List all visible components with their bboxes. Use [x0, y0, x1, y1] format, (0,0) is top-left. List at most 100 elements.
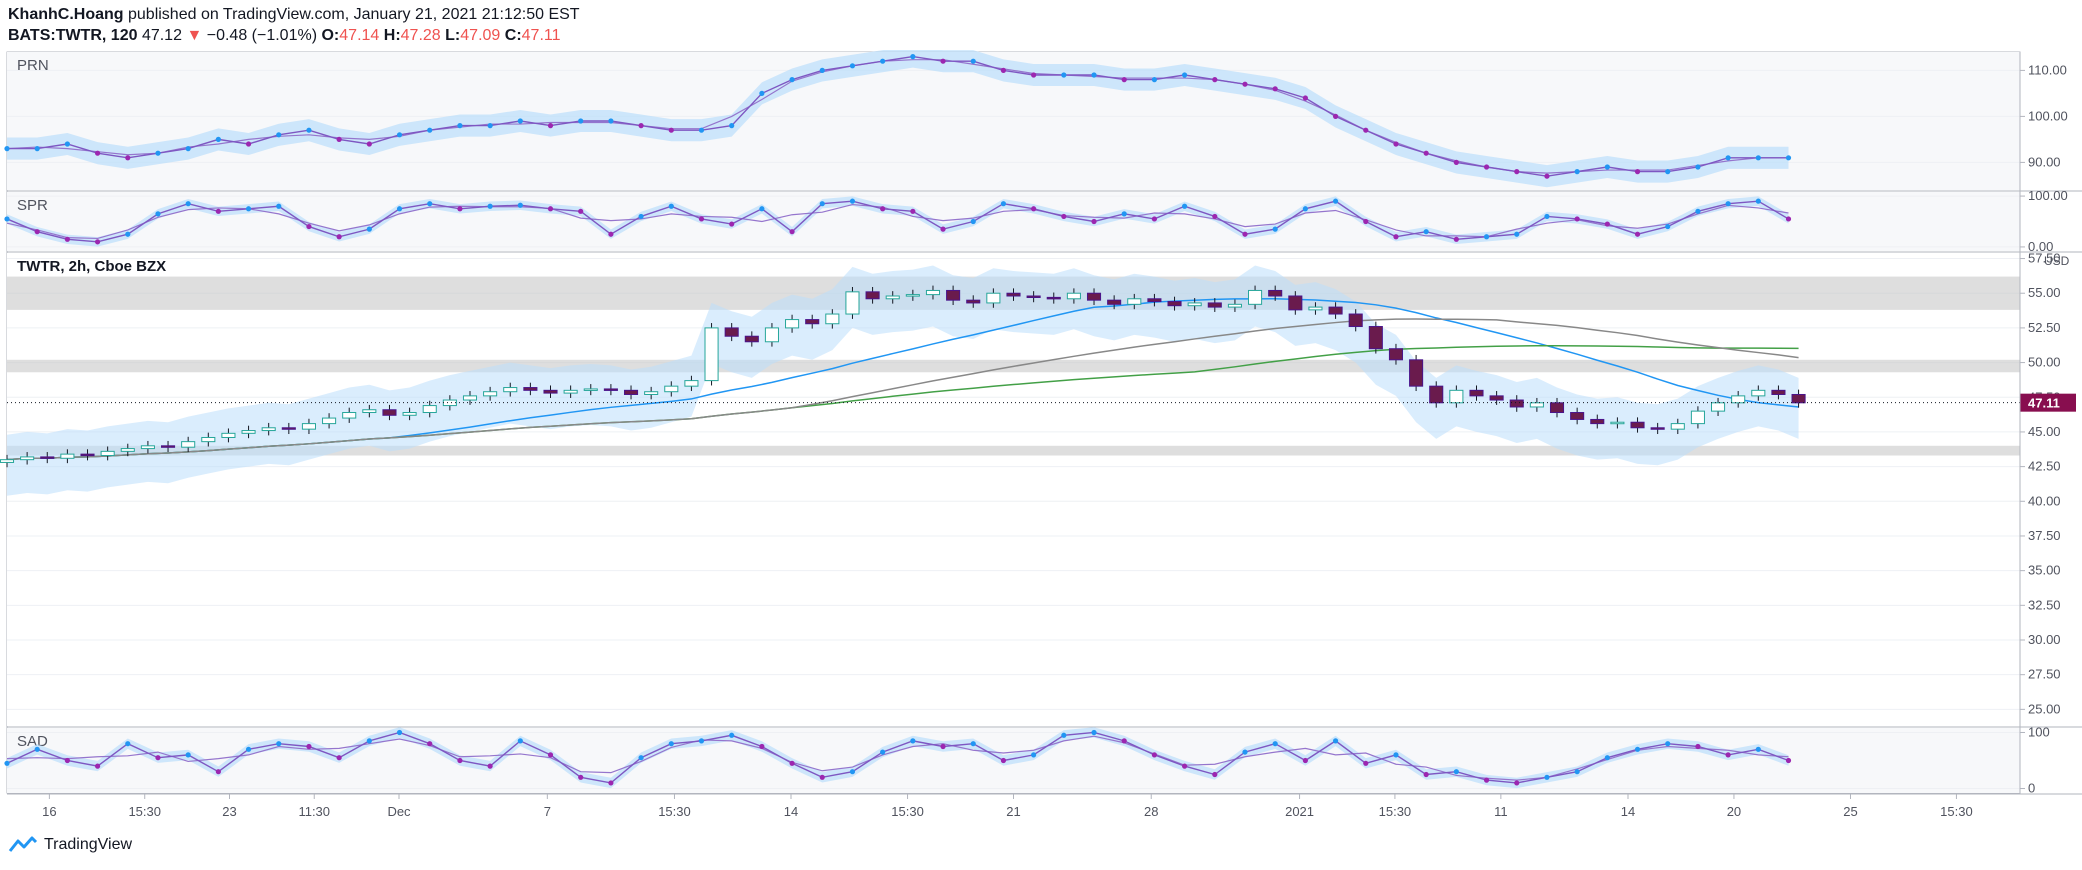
data-point — [789, 760, 795, 766]
candle-body — [462, 395, 478, 401]
data-point — [729, 732, 735, 738]
data-point — [698, 127, 705, 133]
data-point — [1755, 198, 1761, 204]
candle-body — [1268, 289, 1283, 297]
candle-body — [583, 388, 598, 391]
x-tick-label: 14 — [1621, 804, 1635, 819]
data-point — [336, 755, 342, 761]
data-point — [638, 755, 644, 761]
last-price-tag — [2020, 393, 2076, 412]
y-tick-label: 110.00 — [2028, 62, 2067, 77]
data-point — [1302, 206, 1308, 212]
data-point — [245, 746, 252, 752]
candle-body — [241, 430, 256, 434]
candle-body — [966, 299, 981, 304]
candle-body — [342, 412, 357, 419]
data-point — [1212, 771, 1218, 778]
y-tick-label: 35.00 — [2028, 563, 2061, 578]
candle-body — [221, 432, 236, 438]
candle-body — [1791, 393, 1806, 404]
data-point — [1182, 763, 1188, 769]
candle-body — [724, 327, 739, 337]
candle-body — [201, 436, 216, 443]
candle-body — [483, 391, 498, 397]
panel-title: TWTR, 2h, Cboe BZX — [17, 258, 166, 275]
series-line — [6, 731, 1789, 784]
data-point — [668, 741, 674, 747]
data-point — [306, 743, 312, 750]
author-name[interactable]: KhanhC.Hoang — [8, 6, 124, 23]
data-point — [1031, 206, 1037, 212]
data-point — [487, 763, 493, 769]
data-point — [638, 213, 644, 220]
open-label: O: — [321, 27, 340, 44]
footer-brand[interactable]: TradingView — [44, 836, 133, 853]
y-tick-label: 40.00 — [2028, 493, 2061, 508]
candle-body — [1771, 389, 1786, 395]
x-tick-label: 15:30 — [658, 804, 691, 819]
candle-body — [1006, 292, 1021, 297]
data-point — [1151, 216, 1158, 222]
data-point — [1604, 221, 1610, 227]
data-point — [910, 208, 916, 214]
data-point — [608, 780, 614, 786]
data-point — [215, 136, 221, 142]
y-tick-label: 100.00 — [2028, 108, 2068, 123]
candle-body — [925, 289, 941, 296]
candle-body — [785, 319, 800, 329]
data-point — [1061, 213, 1067, 220]
x-tick-label: 11 — [1494, 804, 1508, 819]
data-point — [1785, 216, 1792, 222]
candle-body — [1509, 399, 1524, 408]
y-tick-label: 45.00 — [2028, 424, 2061, 439]
y-tick-label: 30.00 — [2028, 632, 2061, 647]
data-point — [155, 755, 161, 761]
signal-line — [6, 203, 1789, 240]
symbol-label[interactable]: BATS:TWTR, 120 — [8, 27, 138, 44]
candle-body — [160, 445, 176, 448]
data-point — [1574, 216, 1580, 222]
candle-body — [1368, 326, 1383, 350]
candle-body — [1107, 299, 1122, 305]
data-point — [396, 206, 403, 212]
data-point — [34, 229, 40, 235]
candle-body — [825, 313, 840, 325]
data-point — [125, 231, 131, 237]
signal-line — [6, 735, 1789, 781]
data-point — [1725, 752, 1731, 758]
data-point — [517, 118, 523, 124]
data-point — [306, 127, 312, 133]
data-point — [759, 90, 765, 96]
y-tick-label: 55.00 — [2028, 285, 2061, 300]
data-point — [1634, 746, 1641, 752]
candle-body — [442, 399, 457, 407]
candle-body — [40, 456, 55, 459]
x-tick-label: Dec — [387, 804, 411, 819]
candle-body — [362, 409, 377, 414]
data-point — [1483, 164, 1490, 170]
data-point — [64, 757, 70, 764]
data-point — [125, 741, 131, 747]
data-point — [970, 741, 976, 747]
footer: TradingView — [8, 836, 132, 854]
candle-body — [1630, 421, 1645, 429]
data-point — [547, 123, 554, 129]
x-tick-label: 28 — [1144, 804, 1158, 819]
high-label: H: — [383, 27, 401, 44]
candle-body — [1409, 359, 1424, 387]
data-point — [34, 746, 40, 752]
data-point — [1423, 229, 1429, 235]
data-point — [1634, 169, 1641, 175]
candle-body — [1026, 295, 1041, 298]
data-point — [1302, 757, 1308, 764]
data-point — [366, 141, 372, 147]
candle-body — [1147, 298, 1162, 303]
data-point — [1363, 760, 1369, 766]
candle-body — [623, 389, 639, 395]
chart-canvas[interactable]: 90.00 100.00 110.00 PRN 0.00 100.00 SPR 25.00 27… — [0, 50, 2082, 830]
ma-mid-line — [6, 318, 1799, 461]
candle-body — [1731, 395, 1746, 404]
data-point — [4, 760, 10, 766]
data-point — [1212, 77, 1218, 83]
data-point — [1393, 141, 1399, 147]
